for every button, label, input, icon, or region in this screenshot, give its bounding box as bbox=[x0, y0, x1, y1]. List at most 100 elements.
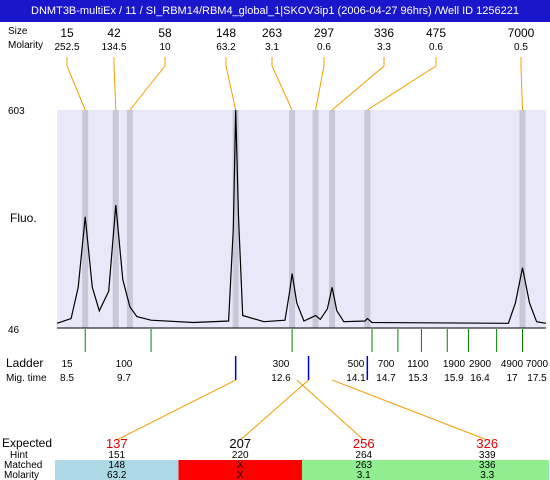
peak-band-4 bbox=[289, 110, 296, 328]
hint-value: 264 bbox=[355, 450, 372, 461]
peak-band-2 bbox=[126, 110, 133, 328]
peak-size-label: 7000 bbox=[508, 26, 535, 40]
expected-connector-3 bbox=[331, 379, 488, 441]
peak-size-label: 42 bbox=[107, 26, 121, 40]
ladder-size-label: 700 bbox=[378, 359, 395, 370]
ladder-size-label: 100 bbox=[116, 359, 133, 370]
ladder-time-label: 14.7 bbox=[376, 373, 396, 384]
peak-connector-8 bbox=[520, 57, 523, 111]
matched-value: 336 bbox=[479, 460, 496, 471]
peak-molarity-label: 0.6 bbox=[429, 42, 443, 53]
peak-molarity-label: 0.5 bbox=[514, 42, 528, 53]
peak-band-5 bbox=[312, 110, 319, 328]
ladder-time-label: 12.6 bbox=[271, 373, 291, 384]
peak-band-6 bbox=[329, 110, 336, 328]
expected-connector-0 bbox=[116, 379, 236, 441]
ladder-row-label: Ladder bbox=[6, 356, 43, 370]
hint-row-label: Hint bbox=[10, 450, 28, 461]
matched-cell-3 bbox=[425, 460, 549, 480]
matched-value: 148 bbox=[108, 460, 125, 471]
top-connectors bbox=[66, 57, 523, 111]
ladder-time-label: 14.1 bbox=[346, 373, 366, 384]
matched-cell-1 bbox=[178, 460, 302, 480]
ladder-size-label: 1100 bbox=[407, 359, 429, 370]
molarity-value: 3.1 bbox=[357, 470, 371, 480]
ladder-size-label: 15 bbox=[61, 359, 73, 370]
peak-molarity-label: 10 bbox=[159, 42, 171, 53]
peak-connector-6 bbox=[331, 57, 385, 111]
peak-connector-3 bbox=[225, 57, 237, 111]
expected-value: 137 bbox=[106, 436, 128, 451]
molarity-row-label: Molarity bbox=[8, 40, 43, 51]
peak-molarity-label: 3.1 bbox=[265, 42, 279, 53]
expected-table: 13715114863.2207220XX2562642633.13263393… bbox=[55, 436, 549, 480]
ladder-size-label: 4900 bbox=[501, 359, 524, 370]
migtime-row-label: Mig. time bbox=[6, 373, 47, 384]
peak-band-7 bbox=[364, 110, 371, 328]
peak-band-1 bbox=[112, 110, 119, 328]
peak-band-8 bbox=[519, 110, 526, 328]
peak-connector-0 bbox=[66, 57, 86, 111]
bottom-connectors bbox=[116, 379, 488, 441]
peak-molarity-label: 0.6 bbox=[317, 42, 331, 53]
molarity-value: 3.3 bbox=[480, 470, 494, 480]
y-tick-bottom: 46 bbox=[8, 325, 20, 336]
peak-band-3 bbox=[232, 110, 239, 328]
peak-size-label: 15 bbox=[60, 26, 74, 40]
expected-connector-2 bbox=[296, 379, 365, 441]
matched-value: 263 bbox=[355, 460, 372, 471]
ladder-time-label: 16.4 bbox=[470, 373, 490, 384]
plot-background bbox=[57, 110, 546, 328]
ladder-size-label: 300 bbox=[273, 359, 290, 370]
expected-value: 256 bbox=[353, 436, 375, 451]
hint-value: 339 bbox=[479, 450, 496, 461]
matched-value: X bbox=[237, 460, 244, 471]
hint-value: 151 bbox=[108, 450, 125, 461]
molarity-value: X bbox=[237, 470, 244, 480]
expected-connector-1 bbox=[239, 379, 309, 441]
peak-molarity-label: 134.5 bbox=[101, 42, 126, 53]
window-title: DNMT3B-multiEx / 11 / SI_RBM14/RBM4_glob… bbox=[0, 0, 550, 22]
ladder-time-label: 17.5 bbox=[527, 373, 547, 384]
peak-size-label: 475 bbox=[426, 26, 446, 40]
peak-molarity-label: 3.3 bbox=[377, 42, 391, 53]
hint-value: 220 bbox=[232, 450, 249, 461]
peak-size-label: 148 bbox=[216, 26, 236, 40]
peak-labels: 15 252.5 42 134.5 58 10 148 63.2 263 3.1 297 0.6 336… bbox=[54, 26, 534, 53]
peak-molarity-label: 63.2 bbox=[216, 42, 236, 53]
peak-connector-4 bbox=[271, 57, 293, 111]
ladder-size-label: 2900 bbox=[469, 359, 492, 370]
expected-row-label: Expected bbox=[2, 436, 52, 450]
ladder-size-label: 500 bbox=[348, 359, 365, 370]
ladder-time-label: 8.5 bbox=[60, 373, 74, 384]
ladder-time-label: 17 bbox=[506, 373, 518, 384]
peak-size-label: 336 bbox=[374, 26, 394, 40]
ladder-size-label: 7000 bbox=[526, 359, 549, 370]
expected-value: 207 bbox=[229, 436, 251, 451]
y-tick-top: 603 bbox=[8, 106, 25, 117]
peak-molarity-label: 252.5 bbox=[54, 42, 79, 53]
ladder-time-label: 15.9 bbox=[444, 373, 464, 384]
ladder-time-label: 15.3 bbox=[408, 373, 428, 384]
size-row-label: Size bbox=[8, 26, 28, 37]
peak-connector-1 bbox=[113, 57, 117, 111]
marker-ticks bbox=[234, 356, 369, 380]
peak-size-label: 58 bbox=[158, 26, 172, 40]
peak-size-label: 263 bbox=[262, 26, 282, 40]
ladder-size-label: 1900 bbox=[443, 359, 466, 370]
matched-cell-2 bbox=[302, 460, 426, 480]
matched-cell-0 bbox=[55, 460, 179, 480]
matched-row-label: Matched bbox=[4, 460, 42, 471]
molarity-value: 63.2 bbox=[107, 470, 127, 480]
peak-connector-5 bbox=[315, 57, 325, 111]
y-axis-label: Fluo. bbox=[10, 211, 37, 225]
ladder-time-label: 9.7 bbox=[117, 373, 131, 384]
peak-connector-2 bbox=[129, 57, 166, 111]
ladder-row: 15 8.5 100 9.7 300 12.6 500 14.1 700 14.7 1100 15.3… bbox=[60, 329, 549, 384]
fluorescence-trace bbox=[56, 109, 547, 324]
peak-size-label: 297 bbox=[314, 26, 334, 40]
molarity-bottom-row-label: Molarity bbox=[4, 470, 39, 480]
expected-value: 326 bbox=[476, 436, 498, 451]
peak-connector-7 bbox=[367, 57, 437, 111]
